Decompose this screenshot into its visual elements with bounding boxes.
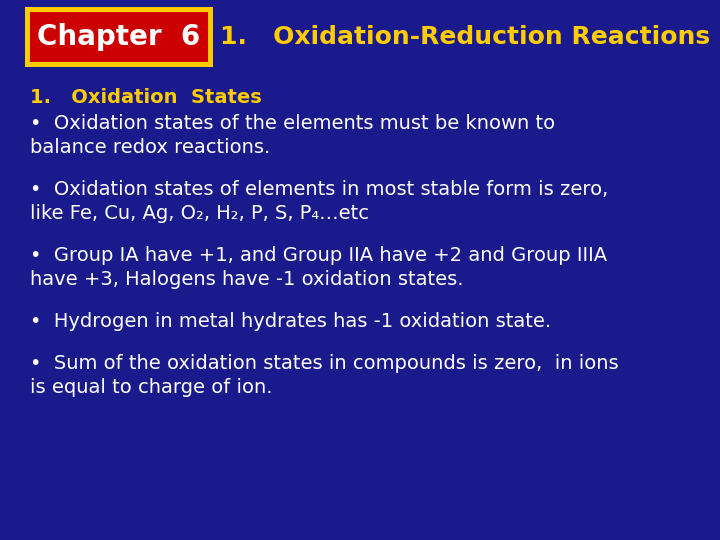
Text: have +3, Halogens have -1 oxidation states.: have +3, Halogens have -1 oxidation stat…	[30, 270, 464, 289]
Text: 1.   Oxidation  States: 1. Oxidation States	[30, 88, 262, 107]
FancyBboxPatch shape	[30, 12, 208, 62]
Text: •  Oxidation states of the elements must be known to: • Oxidation states of the elements must …	[30, 114, 555, 133]
Text: •  Sum of the oxidation states in compounds is zero,  in ions: • Sum of the oxidation states in compoun…	[30, 354, 618, 373]
Text: balance redox reactions.: balance redox reactions.	[30, 138, 270, 157]
FancyBboxPatch shape	[25, 7, 213, 67]
Text: •  Group IA have +1, and Group IIA have +2 and Group IIIA: • Group IA have +1, and Group IIA have +…	[30, 246, 607, 265]
Text: is equal to charge of ion.: is equal to charge of ion.	[30, 378, 272, 397]
Text: •  Hydrogen in metal hydrates has -1 oxidation state.: • Hydrogen in metal hydrates has -1 oxid…	[30, 312, 551, 331]
Text: 1.   Oxidation-Reduction Reactions: 1. Oxidation-Reduction Reactions	[220, 25, 710, 49]
Text: like Fe, Cu, Ag, O₂, H₂, P, S, P₄…etc: like Fe, Cu, Ag, O₂, H₂, P, S, P₄…etc	[30, 204, 369, 223]
Text: Chapter  6: Chapter 6	[37, 23, 201, 51]
Text: •  Oxidation states of elements in most stable form is zero,: • Oxidation states of elements in most s…	[30, 180, 608, 199]
